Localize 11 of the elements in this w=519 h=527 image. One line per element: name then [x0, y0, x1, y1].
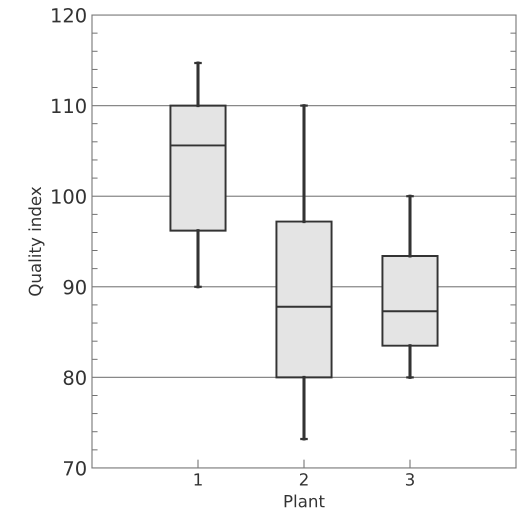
y-tick-label: 70: [64, 460, 86, 476]
x-tick-label: 3: [406, 473, 414, 486]
y-tick-label: 100: [52, 189, 86, 204]
y-tick-label: 120: [52, 8, 86, 23]
y-tick-label: 80: [64, 370, 86, 386]
y-tick-label: 90: [64, 280, 86, 294]
y-axis-title: Quality index: [28, 186, 44, 296]
x-axis-title: Plant: [284, 494, 325, 508]
x-tick-label: 1: [194, 473, 202, 486]
y-tick-label: 110: [52, 98, 86, 114]
x-tick-label: 2: [300, 473, 308, 486]
